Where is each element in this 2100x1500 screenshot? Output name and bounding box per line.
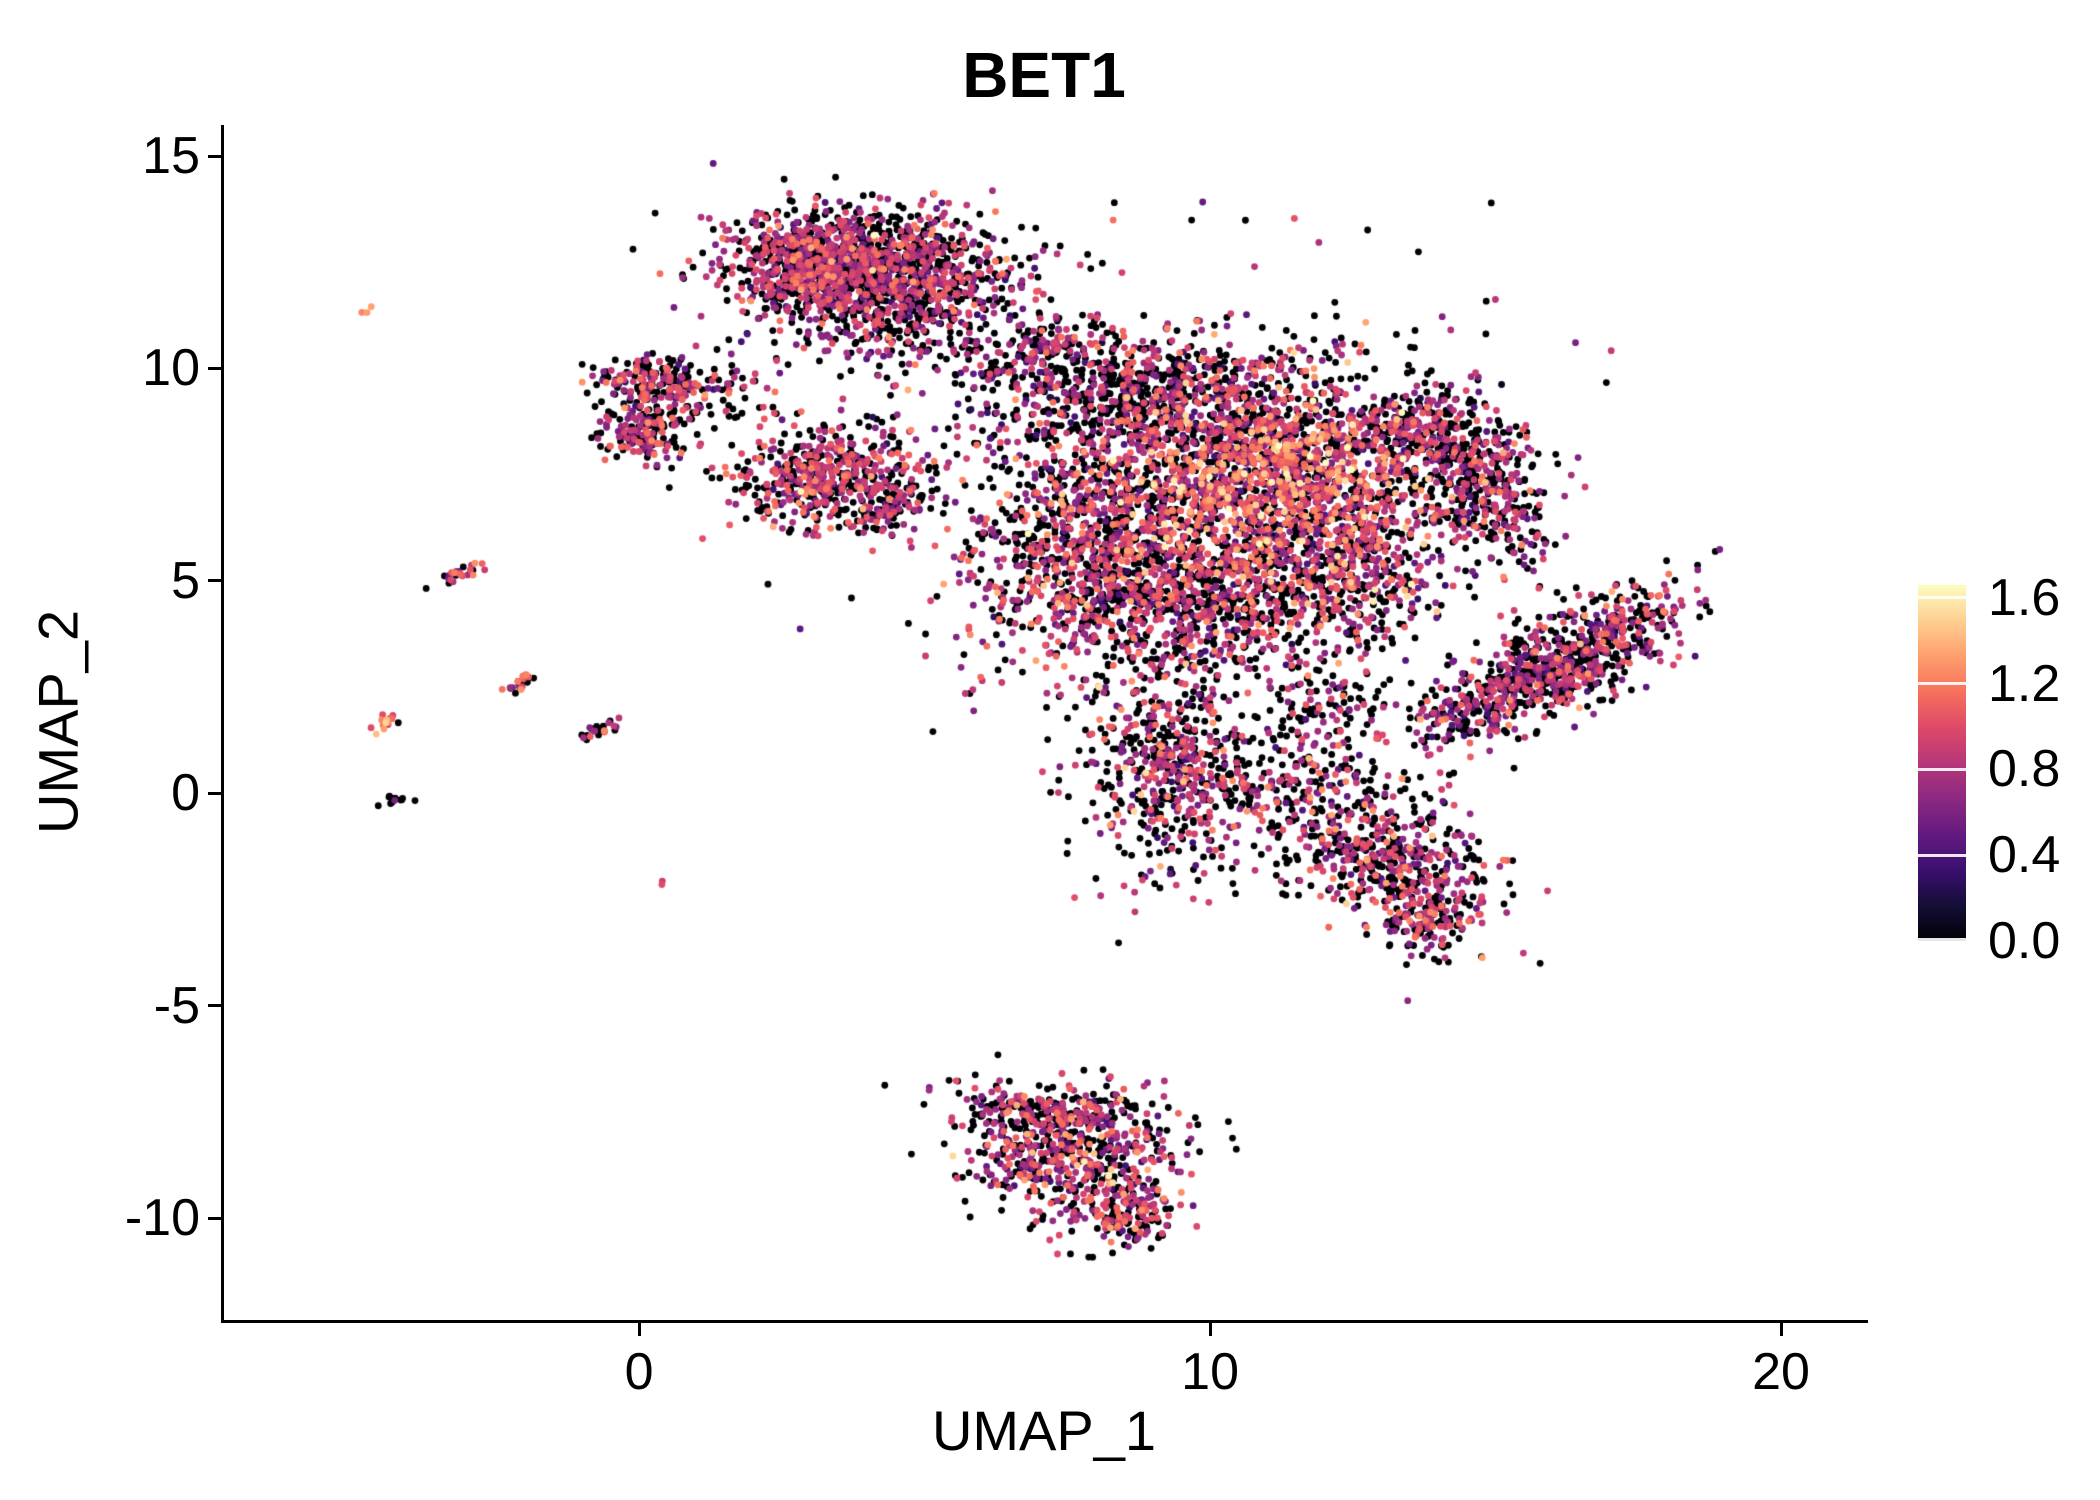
legend-colorbar [1918, 585, 1966, 941]
x-tick-mark [1779, 1320, 1783, 1336]
y-tick-mark [208, 1004, 224, 1008]
y-tick-mark [208, 579, 224, 583]
y-tick-label: -5 [153, 976, 200, 1035]
x-axis-line [221, 1320, 1868, 1323]
y-tick-mark [208, 1216, 224, 1220]
y-tick-mark [208, 366, 224, 370]
y-tick-label: 0 [171, 764, 200, 823]
y-tick-label: -10 [124, 1189, 200, 1248]
x-axis-title: UMAP_1 [931, 1399, 1157, 1462]
x-tick-label: 0 [624, 1343, 654, 1401]
x-tick-mark [637, 1320, 641, 1336]
legend-tick-mark [1918, 853, 1966, 857]
legend-tick-mark [1918, 938, 1966, 941]
legend-tick-mark [1918, 596, 1966, 600]
x-tick-mark [1208, 1320, 1212, 1336]
chart-title: BET1 [962, 39, 1126, 111]
y-axis-line [221, 125, 224, 1323]
x-tick-label: 10 [1181, 1343, 1239, 1401]
legend-tick-label: 0.0 [1988, 912, 2061, 970]
y-tick-mark [208, 791, 224, 795]
legend-tick-label: 0.8 [1988, 740, 2061, 799]
legend-tick-label: 0.4 [1988, 826, 2061, 885]
x-tick-label: 20 [1752, 1343, 1810, 1401]
y-tick-label: 10 [142, 339, 200, 398]
y-tick-mark [208, 154, 224, 158]
legend-tick-label: 1.6 [1988, 568, 2061, 627]
y-tick-label: 5 [171, 551, 200, 610]
y-tick-label: 15 [142, 127, 200, 185]
legend-tick-mark [1918, 682, 1966, 686]
legend-tick-mark [1918, 767, 1966, 771]
legend-tick-label: 1.2 [1988, 654, 2061, 713]
